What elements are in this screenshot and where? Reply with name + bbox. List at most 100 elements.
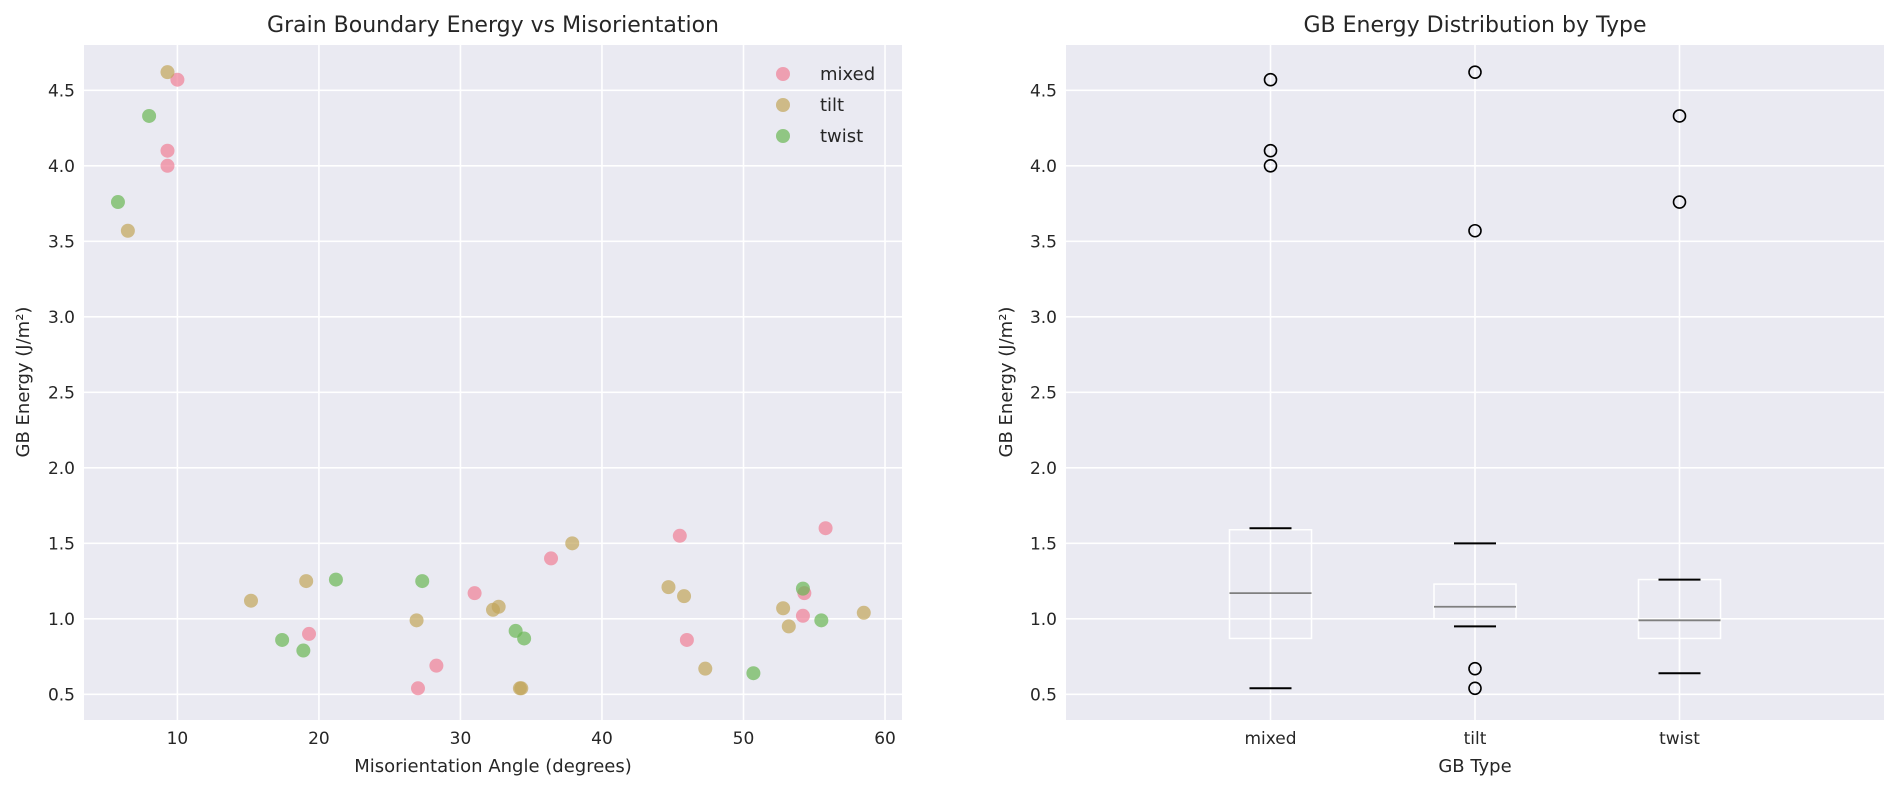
scatter-point-tilt bbox=[514, 681, 529, 696]
scatter-point-tilt bbox=[677, 589, 692, 604]
scatter-point-twist bbox=[795, 581, 810, 596]
scatter-y-tick-label: 4.5 bbox=[48, 81, 75, 101]
scatter-x-tick-label: 50 bbox=[733, 729, 755, 749]
box-iqr bbox=[1433, 583, 1517, 620]
scatter-point-mixed bbox=[544, 551, 559, 566]
box-twist bbox=[1637, 109, 1722, 675]
scatter-point-mixed bbox=[429, 658, 444, 673]
boxplot-y-tick-label: 0.5 bbox=[1030, 685, 1057, 705]
boxplot-y-tick-label: 2.5 bbox=[1030, 383, 1057, 403]
scatter-point-tilt bbox=[491, 599, 506, 614]
scatter-point-tilt bbox=[243, 593, 258, 608]
scatter-y-tick-label: 3.0 bbox=[48, 308, 75, 328]
scatter-point-tilt bbox=[776, 601, 791, 616]
boxplot-panel: mixed tilt twist 0.5 1.0 1.5 2.0 2.5 3.0 3.5 4.0 4… bbox=[996, 13, 1884, 777]
scatter-point-mixed bbox=[795, 608, 810, 623]
scatter-y-tick-label: 0.5 bbox=[48, 685, 75, 705]
boxplot-y-tick-label: 3.0 bbox=[1030, 308, 1057, 328]
box-outlier bbox=[1468, 65, 1482, 79]
box-outlier bbox=[1468, 681, 1482, 696]
scatter-title: Grain Boundary Energy vs Misorientation bbox=[267, 13, 719, 38]
scatter-y-tick-label: 1.5 bbox=[48, 534, 75, 554]
boxplot-x-tick-label: tilt bbox=[1464, 729, 1487, 749]
scatter-point-twist bbox=[110, 195, 125, 210]
box-outlier bbox=[1672, 109, 1687, 123]
scatter-x-axis-label: Misorientation Angle (degrees) bbox=[354, 756, 632, 777]
scatter-x-tick-label: 20 bbox=[308, 729, 330, 749]
boxplot-y-tick-label: 1.5 bbox=[1030, 534, 1057, 554]
scatter-point-mixed bbox=[818, 521, 833, 536]
boxplot-y-tick-label: 1.0 bbox=[1030, 610, 1057, 630]
boxplot-y-axis-label: GB Energy (J/m²) bbox=[996, 307, 1017, 458]
scatter-y-tick-label: 1.0 bbox=[48, 610, 75, 630]
boxplot-x-ticks: mixed tilt twist bbox=[1244, 729, 1700, 749]
boxplot-x-tick-label: twist bbox=[1659, 729, 1700, 749]
legend-label-tilt: tilt bbox=[820, 95, 844, 116]
scatter-point-mixed bbox=[672, 528, 687, 543]
box-outlier bbox=[1263, 143, 1278, 158]
scatter-point-twist bbox=[142, 108, 157, 123]
box-outlier bbox=[1263, 159, 1278, 173]
box-outlier bbox=[1468, 661, 1482, 676]
scatter-point-mixed bbox=[170, 72, 185, 87]
scatter-point-mixed bbox=[410, 681, 425, 696]
scatter-x-tick-label: 40 bbox=[591, 729, 613, 749]
scatter-point-twist bbox=[746, 666, 761, 681]
box-outlier bbox=[1263, 72, 1278, 87]
legend-marker-tilt bbox=[776, 98, 790, 112]
scatter-point-tilt bbox=[299, 574, 314, 589]
legend-label-twist: twist bbox=[820, 126, 863, 147]
scatter-y-ticks: 0.5 1.0 1.5 2.0 2.5 3.0 3.5 4.0 4.5 bbox=[48, 81, 75, 705]
boxplot-y-tick-label: 4.0 bbox=[1030, 157, 1057, 177]
scatter-x-tick-label: 60 bbox=[874, 729, 896, 749]
scatter-point-twist bbox=[296, 643, 311, 658]
boxplot-y-tick-label: 2.0 bbox=[1030, 459, 1057, 479]
scatter-point-tilt bbox=[698, 661, 713, 676]
boxplot-x-tick-label: mixed bbox=[1244, 729, 1296, 749]
boxplot-title: GB Energy Distribution by Type bbox=[1304, 13, 1647, 38]
legend-marker-mixed bbox=[776, 67, 790, 81]
scatter-panel: 10 20 30 40 50 60 0.5 1.0 1.5 2.0 2.5 3.0 3.5 4.0 4.5… bbox=[13, 13, 902, 777]
scatter-point-tilt bbox=[781, 619, 796, 634]
scatter-point-tilt bbox=[120, 223, 135, 238]
box-mixed bbox=[1228, 72, 1313, 690]
scatter-y-axis-label: GB Energy (J/m²) bbox=[13, 307, 34, 458]
scatter-point-tilt bbox=[565, 536, 580, 551]
scatter-point-twist bbox=[517, 631, 532, 646]
boxplot-y-ticks: 0.5 1.0 1.5 2.0 2.5 3.0 3.5 4.0 4.5 bbox=[1030, 81, 1057, 705]
scatter-x-tick-label: 10 bbox=[167, 729, 189, 749]
scatter-y-tick-label: 4.0 bbox=[48, 157, 75, 177]
scatter-legend: mixed tilt twist bbox=[776, 64, 875, 147]
scatter-x-ticks: 10 20 30 40 50 60 bbox=[167, 729, 896, 749]
scatter-points bbox=[110, 65, 871, 696]
scatter-point-mixed bbox=[467, 586, 482, 601]
legend-label-mixed: mixed bbox=[820, 64, 875, 85]
scatter-series-twist bbox=[110, 108, 829, 681]
scatter-x-tick-label: 30 bbox=[450, 729, 472, 749]
scatter-point-twist bbox=[328, 572, 343, 587]
scatter-series-tilt bbox=[120, 65, 871, 696]
box-outlier bbox=[1672, 195, 1687, 209]
scatter-y-tick-label: 3.5 bbox=[48, 232, 75, 252]
scatter-point-mixed bbox=[160, 158, 175, 173]
scatter-series-mixed bbox=[160, 72, 833, 696]
scatter-y-tick-label: 2.5 bbox=[48, 383, 75, 403]
boxplot-x-axis-label: GB Type bbox=[1438, 756, 1511, 777]
box-tilt bbox=[1433, 65, 1517, 696]
box-iqr bbox=[1228, 528, 1313, 640]
scatter-point-tilt bbox=[856, 605, 871, 620]
scatter-point-tilt bbox=[661, 580, 676, 595]
scatter-point-tilt bbox=[409, 613, 424, 628]
scatter-point-twist bbox=[275, 632, 290, 647]
boxplot-boxes bbox=[1228, 65, 1722, 696]
boxplot-y-tick-label: 3.5 bbox=[1030, 232, 1057, 252]
scatter-point-mixed bbox=[679, 632, 694, 647]
scatter-gridlines bbox=[84, 45, 902, 720]
scatter-point-twist bbox=[415, 574, 430, 589]
legend-marker-twist bbox=[776, 129, 790, 143]
scatter-point-twist bbox=[814, 613, 829, 628]
scatter-y-tick-label: 2.0 bbox=[48, 459, 75, 479]
scatter-point-mixed bbox=[302, 626, 317, 641]
scatter-point-tilt bbox=[160, 65, 175, 80]
